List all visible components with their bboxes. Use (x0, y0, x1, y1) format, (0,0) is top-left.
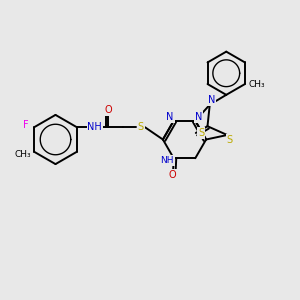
Text: S: S (138, 122, 144, 132)
Text: O: O (104, 105, 112, 115)
Text: CH₃: CH₃ (14, 150, 31, 159)
Text: S: S (198, 128, 204, 138)
Text: CH₃: CH₃ (248, 80, 265, 88)
Text: N: N (167, 112, 174, 122)
Text: NH: NH (87, 122, 102, 132)
Text: S: S (226, 134, 233, 145)
Text: N: N (195, 112, 203, 122)
Text: O: O (168, 170, 176, 180)
Text: F: F (23, 120, 28, 130)
Text: N: N (208, 95, 215, 105)
Text: NH: NH (160, 156, 174, 165)
